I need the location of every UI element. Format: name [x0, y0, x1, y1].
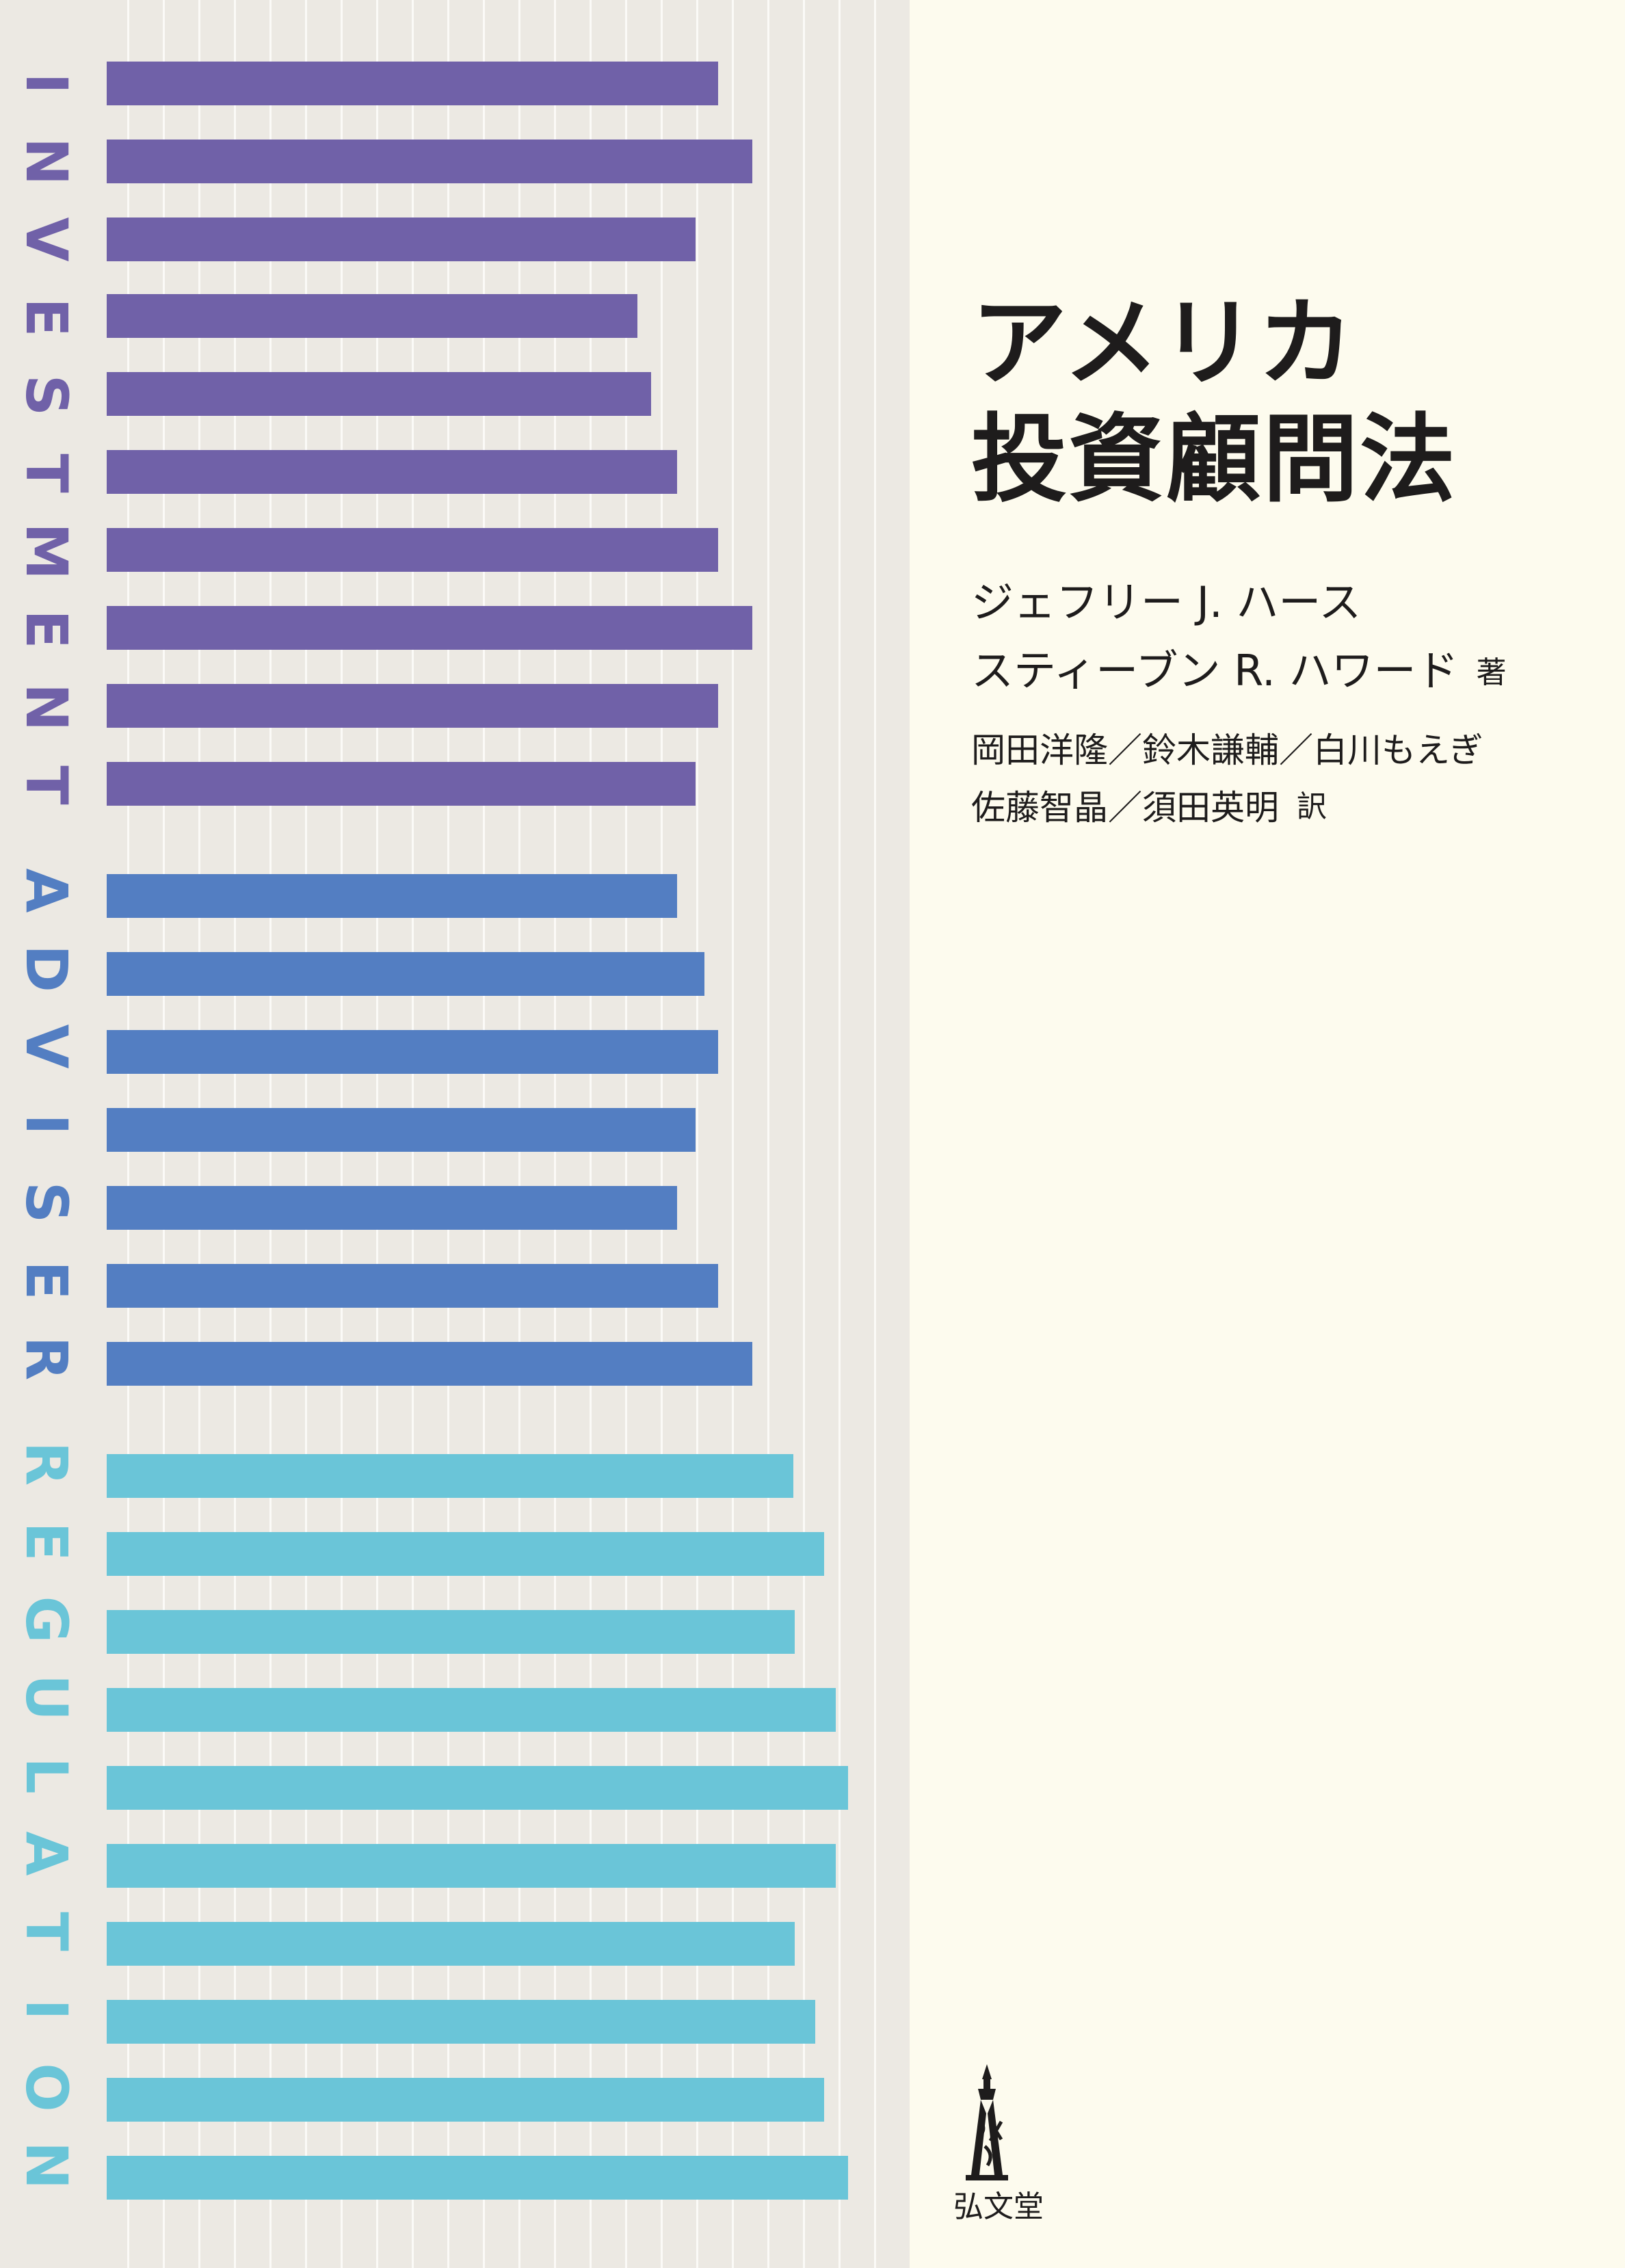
spine-letter: V	[13, 1024, 80, 1069]
decorative-bar	[107, 1922, 795, 1966]
translator-role: 訳	[1297, 789, 1327, 824]
spine-letter: N	[13, 137, 80, 186]
spine-letter: S	[13, 1181, 80, 1224]
decorative-bar	[107, 952, 704, 996]
author-line-2: スティーブン R. ハワード著	[971, 636, 1507, 698]
translator-names-2: 佐藤智晶／須田英明	[971, 788, 1279, 828]
decorative-bar	[107, 2000, 815, 2044]
author-role: 著	[1476, 655, 1507, 690]
decorative-bar	[107, 62, 718, 105]
decorative-bar	[107, 762, 696, 806]
translator-line-1: 岡田洋隆／鈴木謙輔／白川もえぎ	[971, 723, 1483, 772]
decorative-bar	[107, 606, 752, 650]
spine-letter: E	[13, 1261, 80, 1300]
translator-line-2: 佐藤智晶／須田英明訳	[971, 780, 1327, 830]
spine-letter: S	[13, 374, 80, 417]
spine-letter: T	[13, 453, 80, 493]
spine-letter: T	[13, 765, 80, 805]
author-line-1: ジェフリー J. ハース	[971, 568, 1361, 629]
grid-line	[767, 0, 769, 2268]
decorative-bar	[107, 2078, 824, 2122]
decorative-bar	[107, 140, 752, 183]
spine-letter: E	[13, 1522, 80, 1561]
spine-letter: N	[13, 2141, 80, 2190]
grid-line	[874, 0, 876, 2268]
spine-letter: E	[13, 609, 80, 649]
decorative-bar	[107, 1844, 836, 1888]
grid-line	[838, 0, 841, 2268]
spine-letter: R	[13, 1336, 80, 1381]
decorative-bar	[107, 1688, 836, 1732]
spine-letter: A	[13, 1831, 80, 1876]
spine-letter: A	[13, 868, 80, 913]
decorative-bar	[107, 294, 637, 338]
spine-letter: D	[13, 945, 80, 992]
decorative-bar	[107, 1108, 696, 1152]
spine-letter: L	[13, 1757, 80, 1794]
decorative-bar	[107, 450, 677, 494]
title-line-2: 投資顧問法	[971, 404, 1457, 516]
spine-letter: N	[13, 683, 80, 732]
decorative-bar	[107, 1454, 793, 1498]
spine-letter: U	[13, 1674, 80, 1722]
spine-letter: T	[13, 1912, 80, 1951]
spine-letter: O	[13, 2063, 80, 2112]
author-name-2: スティーブン R. ハワード	[971, 646, 1459, 696]
grid-line	[696, 0, 698, 2268]
decorative-bar	[107, 217, 696, 261]
spine-letter: E	[13, 298, 80, 337]
spine-letter: G	[13, 1596, 80, 1644]
decorative-bar	[107, 1030, 718, 1074]
decorative-bar	[107, 2156, 848, 2200]
decorative-bar	[107, 528, 718, 572]
decorative-bar	[107, 684, 718, 728]
spine-letter: R	[13, 1441, 80, 1486]
grid-line	[732, 0, 734, 2268]
translator-names-1: 岡田洋隆／鈴木謙輔／白川もえぎ	[971, 730, 1483, 770]
spine-letter: M	[13, 523, 80, 580]
author-name-1: ジェフリー J. ハース	[971, 577, 1362, 627]
decorative-bar	[107, 1186, 677, 1230]
book-title: アメリカ 投資顧問法	[971, 286, 1457, 518]
spine-letter: V	[13, 217, 80, 262]
title-line-1: アメリカ	[971, 288, 1356, 399]
spine-letter: I	[13, 1999, 80, 2020]
decorative-bar	[107, 1532, 824, 1576]
koubundou-pagoda-icon	[966, 2064, 1008, 2180]
spine-letter: I	[13, 72, 80, 94]
decorative-bar	[107, 1610, 795, 1654]
spine-letter: I	[13, 1113, 80, 1135]
decorative-bar	[107, 1264, 718, 1308]
decorative-bar	[107, 1766, 848, 1810]
decorative-bar	[107, 372, 651, 416]
grid-line	[803, 0, 805, 2268]
decorative-bar	[107, 874, 677, 918]
decorative-bar	[107, 1342, 752, 1386]
publisher-name: 弘文堂	[953, 2189, 1044, 2224]
